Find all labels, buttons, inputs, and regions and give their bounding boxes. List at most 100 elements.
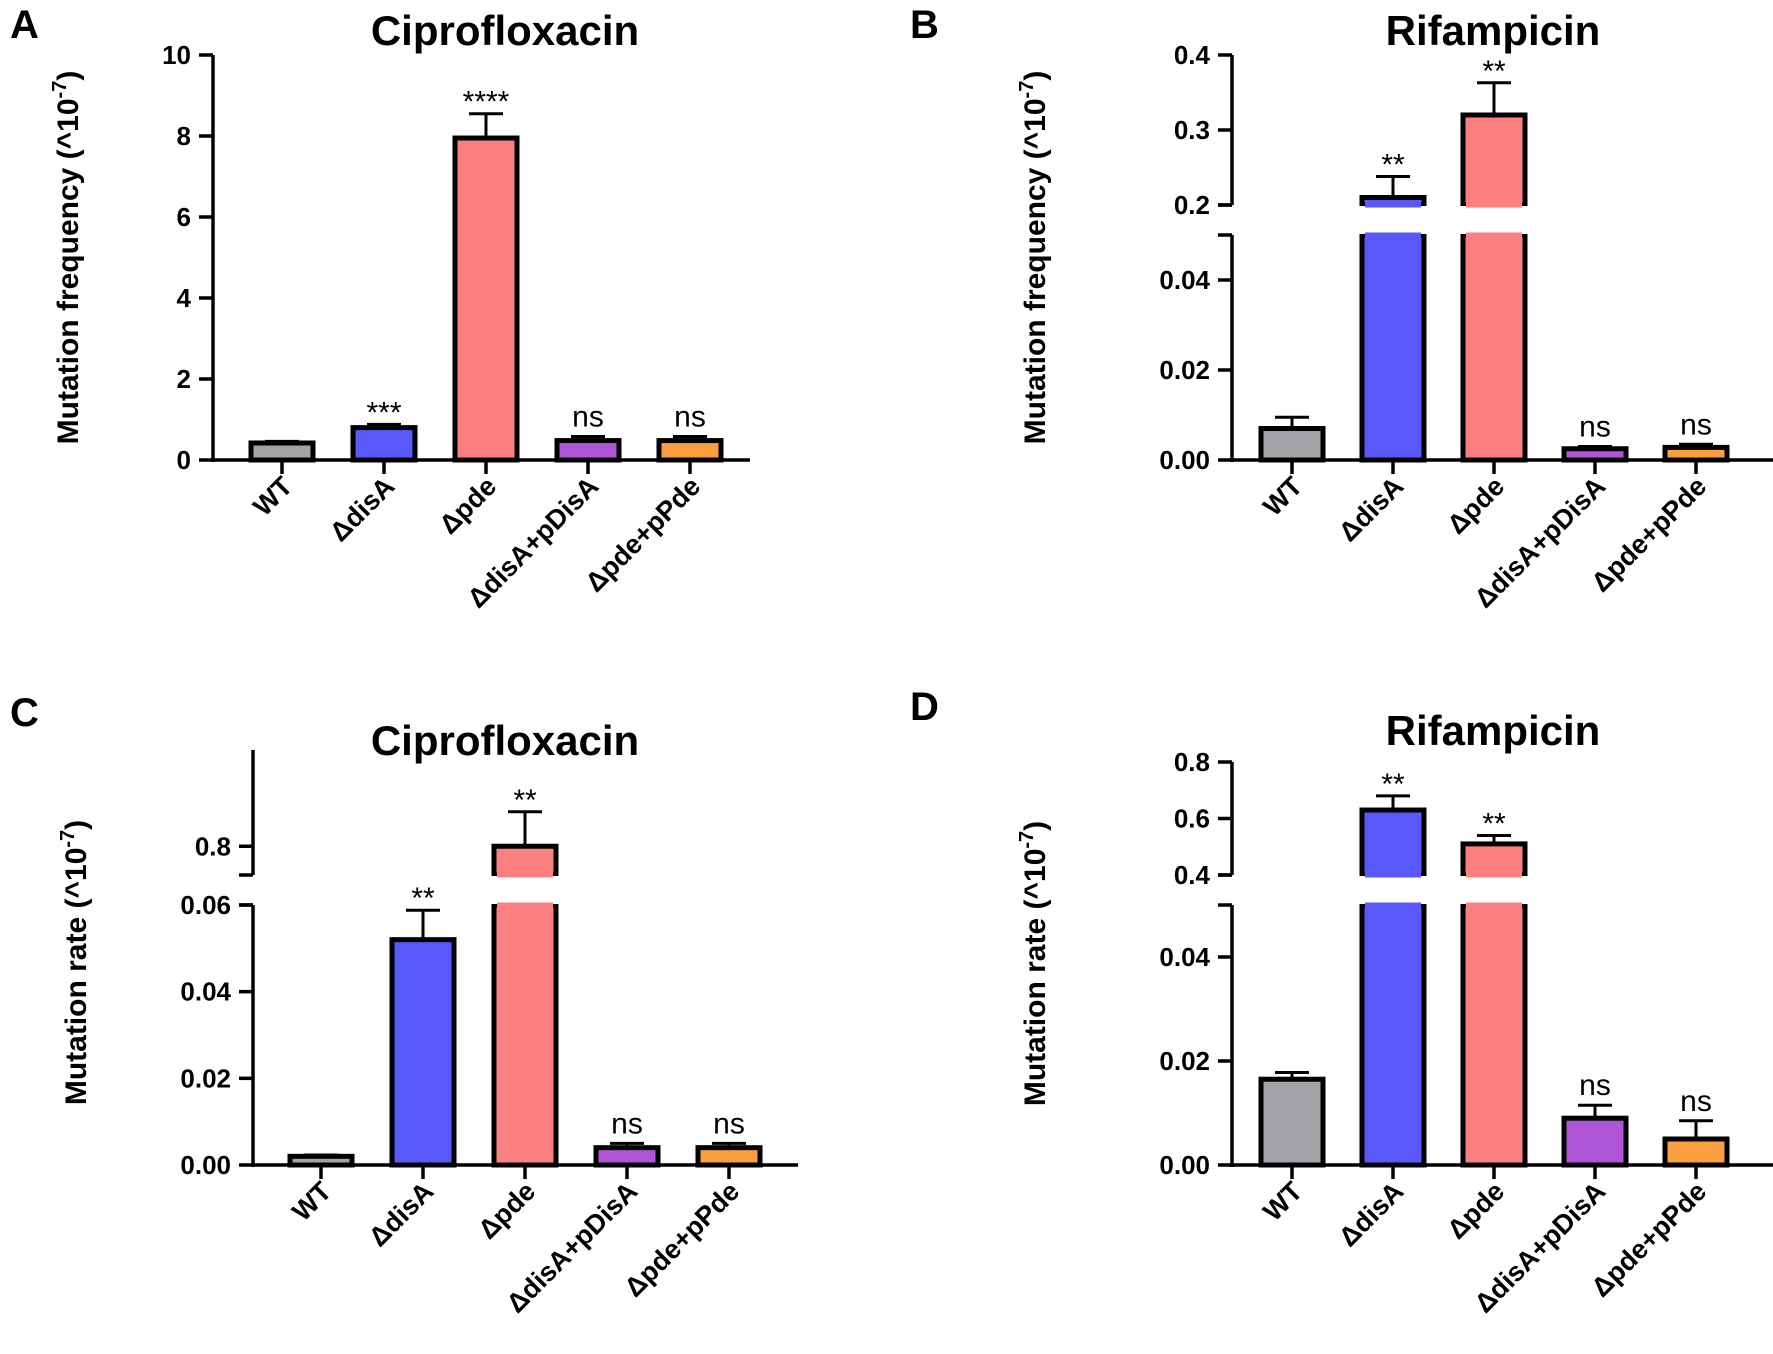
significance-label: ns	[674, 401, 706, 434]
y-tick-label: 0.4	[1174, 40, 1211, 70]
y-tick-label: 0.8	[1174, 747, 1210, 777]
bar	[248, 440, 316, 463]
x-tick-label: Δpde	[1441, 471, 1510, 540]
y-tick-label: 0.4	[1174, 860, 1211, 890]
bar-lower	[1460, 902, 1528, 1168]
bar	[452, 135, 520, 463]
bar	[350, 425, 418, 463]
panel-d: D Rifampicin Mutation rate (^10-7) 0.00 0.02…	[910, 685, 1773, 1319]
y-tick-label: 0.02	[1159, 355, 1210, 385]
y-axis-label: Mutation rate (^10-7)	[57, 820, 93, 1105]
panel-letter: A	[10, 3, 39, 47]
y-tick-label: 0.00	[180, 1150, 231, 1180]
bar-lower	[491, 902, 559, 1168]
bar	[554, 438, 622, 463]
panel-letter: C	[10, 691, 39, 735]
y-tick-label: 4	[177, 283, 192, 313]
chart-title: Ciprofloxacin	[371, 717, 639, 764]
y-axis-label: Mutation frequency (^10-7)	[1016, 71, 1052, 445]
x-tick-label: Δpde	[433, 471, 502, 540]
axis-break-gap	[1358, 876, 1428, 904]
x-tick-label: WT	[247, 471, 298, 522]
bar-lower	[1359, 232, 1427, 463]
y-tick-label: 0.6	[1174, 804, 1210, 834]
bar	[1662, 444, 1730, 463]
bar	[1258, 426, 1326, 463]
y-axis-label: Mutation frequency (^10-7)	[49, 71, 85, 445]
panel-b: B Rifampicin Mutation frequency (^10-7) 0.0…	[910, 3, 1773, 614]
bars	[1258, 794, 1730, 1168]
bar-upper	[491, 843, 559, 878]
bar	[1258, 1076, 1326, 1168]
y-tick-label: 0.02	[1159, 1046, 1210, 1076]
panel-letter: B	[910, 3, 939, 47]
axis-break-gap	[490, 876, 560, 904]
significance-label: **	[513, 784, 537, 817]
y-tick-label: 6	[177, 202, 191, 232]
significance-label: **	[1381, 768, 1405, 801]
y-tick-label: 0.2	[1174, 190, 1210, 220]
significance-label: ns	[611, 1107, 643, 1140]
axis-break-gap	[1459, 876, 1529, 904]
significance-label: ns	[1680, 408, 1712, 441]
x-tick-label: WT	[286, 1176, 337, 1227]
significance-label: ****	[463, 86, 510, 119]
bar	[1662, 1136, 1730, 1168]
y-tick-label: 0.06	[180, 890, 231, 920]
bar-upper	[1460, 841, 1528, 878]
bars	[287, 810, 763, 1168]
significance-label: ns	[1579, 1069, 1611, 1102]
x-tick-label: ΔdisA	[1333, 471, 1409, 547]
significance-label: ns	[572, 401, 604, 434]
y-tick-label: 0.8	[195, 831, 231, 861]
significance-label: **	[1482, 807, 1506, 840]
chart-title: Rifampicin	[1386, 7, 1601, 54]
y-tick-label: 0.02	[180, 1063, 231, 1093]
significance-label: ns	[1680, 1085, 1712, 1118]
y-tick-label: 0	[177, 445, 191, 475]
significance-label: ns	[713, 1107, 745, 1140]
y-tick-label: 0.04	[1159, 942, 1210, 972]
bars	[1258, 81, 1730, 463]
panel-a: A Ciprofloxacin Mutation frequency (^10-7)…	[10, 3, 750, 614]
significance-label: ns	[1579, 411, 1611, 444]
y-tick-label: 0.00	[1159, 445, 1210, 475]
y-tick-label: 10	[162, 40, 191, 70]
significance-label: **	[411, 882, 435, 915]
bar	[287, 1153, 355, 1168]
panel-letter: D	[910, 685, 939, 729]
x-tick-label: WT	[1257, 1176, 1308, 1227]
y-tick-label: 8	[177, 121, 191, 151]
x-tick-label: WT	[1257, 471, 1308, 522]
bar	[593, 1145, 661, 1168]
chart-title: Rifampicin	[1386, 707, 1601, 754]
x-tick-label: ΔdisA	[1333, 1176, 1409, 1252]
bar-upper	[1460, 112, 1528, 208]
bar	[695, 1145, 763, 1168]
y-tick-label: 0.04	[180, 977, 231, 1007]
bar	[389, 937, 457, 1168]
x-tick-label: ΔdisA	[324, 471, 400, 547]
axis-break-gap	[1459, 206, 1529, 234]
bar	[1561, 446, 1629, 463]
axis-break-gap	[1358, 206, 1428, 234]
chart-title: Ciprofloxacin	[371, 7, 639, 54]
y-axis-label: Mutation rate (^10-7)	[1016, 821, 1052, 1106]
y-tick-label: 0.3	[1174, 115, 1210, 145]
bar-lower	[1359, 902, 1427, 1168]
y-tick-label: 0.00	[1159, 1150, 1210, 1180]
y-tick-label: 0.04	[1159, 265, 1210, 295]
y-tick-label: 2	[177, 364, 191, 394]
bar	[656, 438, 724, 463]
bars	[248, 112, 724, 463]
bar-lower	[1460, 232, 1528, 463]
bar-upper	[1359, 807, 1427, 878]
panel-c: C Ciprofloxacin Mutation rate (^10-7) 0.00 0…	[10, 691, 798, 1319]
significance-label: ***	[366, 396, 401, 429]
bar	[1561, 1115, 1629, 1168]
x-tick-label: Δpde	[472, 1176, 541, 1245]
significance-label: **	[1381, 149, 1405, 182]
x-tick-label: ΔdisA	[363, 1176, 439, 1252]
